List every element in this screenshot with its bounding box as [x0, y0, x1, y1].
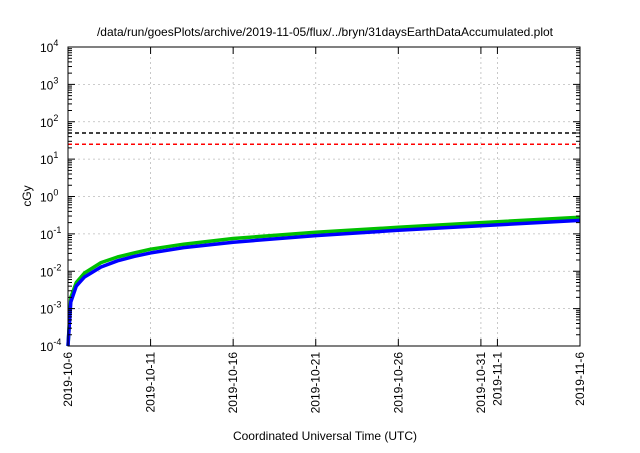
series-line	[66, 215, 581, 347]
y-tick-exponent: -2	[53, 262, 61, 272]
y-tick-exponent: 2	[53, 113, 58, 123]
x-ticks: 2019-10-6 2019-10-11 2019-10-16 2019-10-21 2…	[61, 47, 587, 413]
series-line	[66, 218, 581, 347]
y-axis-label: cGy	[20, 185, 34, 206]
chart-title: /data/run/goesPlots/archive/2019-11-05/f…	[97, 25, 554, 39]
x-tick-label: 2019-10-26	[391, 352, 405, 414]
x-tick-label: 2019-10-16	[226, 352, 240, 414]
y-tick-exponent: -4	[53, 337, 61, 347]
x-tick-label: 2019-10-11	[144, 352, 158, 413]
x-axis-label: Coordinated Universal Time (UTC)	[233, 429, 417, 443]
x-tick-label: 2019-11-6	[573, 352, 587, 406]
x-tick-label: 2019-11-1	[490, 352, 504, 406]
y-tick-exponent: -1	[53, 225, 61, 235]
y-tick-exponent: -3	[53, 300, 61, 310]
y-tick-exponent: 0	[53, 188, 58, 198]
reference-lines	[68, 132, 580, 146]
y-tick-exponent: 3	[53, 75, 58, 85]
x-tick-label: 2019-10-6	[61, 352, 75, 407]
y-tick-exponent: 4	[53, 38, 58, 48]
x-tick-label: 2019-10-31	[474, 352, 488, 414]
x-tick-label: 2019-10-21	[309, 352, 323, 414]
y-tick-exponent: 1	[53, 150, 58, 160]
series-layer	[66, 215, 581, 347]
